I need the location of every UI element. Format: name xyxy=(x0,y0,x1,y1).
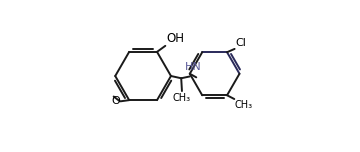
Text: OH: OH xyxy=(166,32,184,45)
Text: O: O xyxy=(111,96,120,106)
Text: Cl: Cl xyxy=(235,38,246,48)
Text: CH₃: CH₃ xyxy=(173,93,191,103)
Text: CH₃: CH₃ xyxy=(235,100,253,110)
Text: HN: HN xyxy=(184,62,201,72)
